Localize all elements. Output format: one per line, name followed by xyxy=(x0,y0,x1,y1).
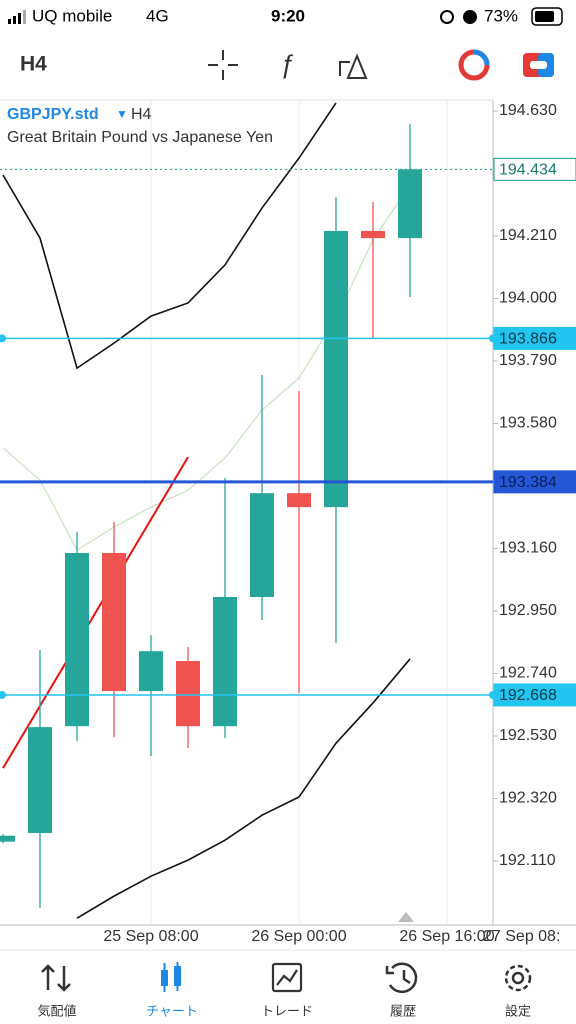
symbol[interactable]: GBPJPY.std xyxy=(7,106,99,123)
y-tick-label: 192.740 xyxy=(499,665,557,682)
tab-label[interactable]: 気配値 xyxy=(37,1003,76,1018)
quotes-icon[interactable] xyxy=(41,964,71,992)
symbol-dropdown[interactable]: ▼ xyxy=(116,107,128,121)
settings-icon[interactable] xyxy=(504,964,532,992)
level-handle[interactable] xyxy=(0,690,6,699)
x-tick-label: 26 Sep 00:00 xyxy=(251,928,346,945)
indicator-line xyxy=(2,184,411,551)
current-bar-marker xyxy=(398,912,414,922)
tab-label[interactable]: トレード xyxy=(261,1003,313,1018)
chart-icon[interactable] xyxy=(161,962,181,992)
candle-body xyxy=(287,493,311,508)
candle-body xyxy=(398,169,422,239)
candle-body xyxy=(65,552,89,727)
level-tag-label: 194.434 xyxy=(499,162,557,179)
indicator-line xyxy=(76,658,411,919)
x-tick-label: 27 Sep 08: xyxy=(483,928,560,945)
candle-body xyxy=(102,552,126,692)
symbol-description: Great Britain Pound vs Japanese Yen xyxy=(7,129,273,146)
oneclick-icon[interactable] xyxy=(523,53,554,77)
timeframe-button[interactable]: H4 xyxy=(20,53,47,76)
level-tag-label: 193.384 xyxy=(499,474,557,491)
trade-icon[interactable] xyxy=(458,49,490,81)
y-tick-label: 192.530 xyxy=(499,727,557,744)
history-icon[interactable] xyxy=(385,962,418,994)
y-tick-label: 193.160 xyxy=(499,540,557,557)
candle-body xyxy=(361,230,385,239)
level-tag xyxy=(493,157,576,181)
x-tick-label: 25 Sep 08:00 xyxy=(103,928,198,945)
indicator-line xyxy=(2,102,337,370)
trade-tab-icon[interactable] xyxy=(271,962,303,993)
candle-body xyxy=(250,493,274,598)
level-handle[interactable] xyxy=(0,334,6,343)
candle-body xyxy=(176,661,200,727)
y-tick-label: 193.580 xyxy=(499,415,557,432)
candle-body xyxy=(324,230,348,508)
plot-area xyxy=(0,100,448,925)
level-tag xyxy=(493,470,576,494)
candle-body xyxy=(28,727,52,834)
crosshair-icon[interactable] xyxy=(208,50,238,80)
tab-label[interactable]: チャート xyxy=(146,1003,198,1018)
level-tag-label: 193.866 xyxy=(499,331,557,348)
status-bar: UQ mobile 4G 9:20 73% xyxy=(8,6,563,26)
tab-label[interactable]: 履歴 xyxy=(390,1003,416,1018)
y-tick-label: 192.110 xyxy=(499,852,556,869)
battery-level: 73% xyxy=(484,6,518,25)
y-tick-label: 194.000 xyxy=(499,290,557,307)
level-handle[interactable] xyxy=(489,334,497,343)
axes: 194.630 194.210 194.000 193.790 193.580 193.1… xyxy=(0,102,576,945)
level-tag-label: 192.668 xyxy=(499,687,557,704)
network: 4G xyxy=(146,6,169,25)
clock: 9:20 xyxy=(271,6,305,25)
objects-icon[interactable] xyxy=(339,53,368,79)
y-tick-label: 192.320 xyxy=(499,790,557,807)
tab-bar: 気配値 チャート トレード 履歴 設定 xyxy=(37,962,532,1018)
y-tick-label: 192.950 xyxy=(499,602,557,619)
y-tick-label: 194.630 xyxy=(499,102,557,119)
chart-timeframe: H4 xyxy=(131,106,152,123)
trendline xyxy=(2,456,189,769)
tab-label[interactable]: 設定 xyxy=(505,1003,531,1018)
candle-body xyxy=(0,835,15,842)
candle-body xyxy=(213,597,237,727)
candle-body xyxy=(139,651,163,692)
y-tick-label: 194.210 xyxy=(499,227,557,244)
x-tick-label: 26 Sep 16:00 xyxy=(399,928,494,945)
y-tick-label: 193.790 xyxy=(499,352,557,369)
indicator-icon[interactable]: ƒ xyxy=(280,49,294,79)
level-handle[interactable] xyxy=(489,690,497,699)
toolbar: H4 ƒ xyxy=(20,49,554,81)
carrier: UQ mobile xyxy=(32,6,112,25)
